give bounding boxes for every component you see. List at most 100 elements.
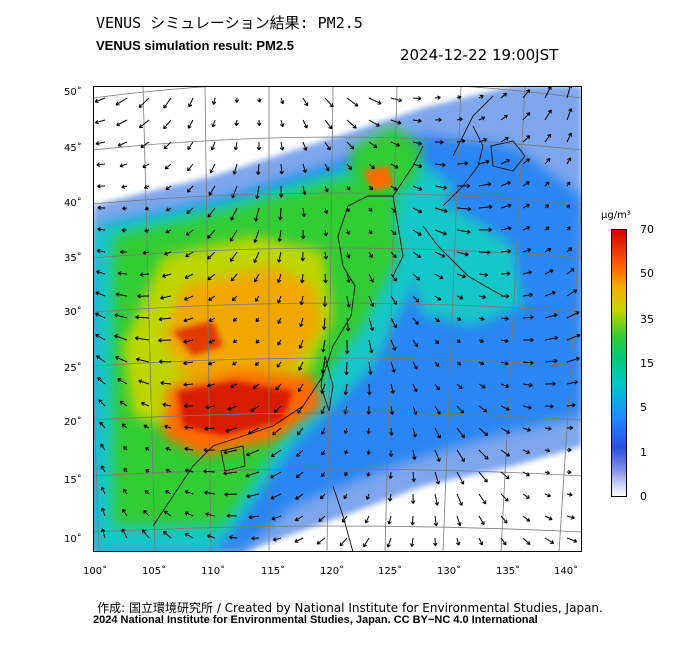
wind-arrow	[165, 490, 172, 495]
wind-arrow	[299, 317, 304, 328]
wind-arrow	[368, 295, 375, 307]
wind-arrow	[368, 273, 374, 283]
wind-arrow	[544, 181, 550, 187]
wind-arrow	[412, 96, 422, 101]
colorbar-tick-1: 1	[640, 446, 647, 459]
wind-arrow	[162, 402, 172, 407]
wind-arrow	[522, 427, 531, 432]
wind-arrow	[163, 141, 172, 150]
wind-arrow	[390, 339, 397, 351]
wind-arrow	[434, 361, 440, 367]
wind-arrow	[121, 528, 128, 539]
wind-arrow	[500, 383, 510, 389]
wind-arrow	[299, 295, 304, 306]
wind-arrow	[345, 229, 350, 235]
wind-arrow	[207, 251, 216, 260]
wind-arrow	[478, 383, 486, 389]
wind-arrow	[121, 184, 128, 189]
wind-arrow	[95, 334, 106, 341]
wind-arrow	[522, 112, 531, 121]
wind-arrow	[203, 469, 216, 474]
wind-arrow	[500, 449, 511, 457]
wind-arrow	[302, 97, 309, 107]
wind-arrow	[389, 405, 395, 415]
wind-arrow	[183, 403, 194, 409]
wind-arrow	[252, 383, 260, 389]
wind-arrow	[302, 185, 307, 196]
wind-arrow	[368, 163, 376, 170]
wind-arrow	[522, 493, 530, 499]
wind-arrow	[456, 405, 464, 414]
lat-label-25: 25˚	[64, 363, 82, 374]
wind-arrow	[209, 163, 216, 174]
wind-arrow	[96, 248, 106, 254]
wind-arrow	[256, 163, 261, 175]
colorbar-tick-35: 35	[640, 313, 654, 326]
wind-arrow	[324, 97, 334, 108]
wind-arrow	[412, 317, 419, 325]
wind-arrow	[478, 471, 488, 483]
wind-arrow	[500, 226, 512, 231]
wind-arrow	[99, 421, 106, 429]
credit-line: 作成: 国立環境研究所 / Created by National Instit…	[97, 601, 603, 615]
wind-arrow	[301, 207, 307, 218]
wind-arrow	[234, 119, 239, 127]
wind-arrow	[500, 471, 510, 480]
wind-arrow	[208, 317, 216, 322]
wind-arrow	[390, 163, 399, 169]
wind-arrow	[566, 469, 572, 475]
wind-arrow	[277, 295, 282, 304]
wind-arrow	[137, 293, 150, 299]
wind-arrow	[346, 251, 351, 259]
wind-arrow	[500, 427, 511, 434]
wind-arrow	[117, 271, 128, 276]
wind-arrow	[478, 361, 485, 366]
wind-arrow	[544, 470, 551, 475]
wind-arrow	[412, 207, 423, 214]
wind-arrow	[276, 273, 282, 283]
wind-arrow	[204, 490, 216, 495]
wind-arrow	[478, 338, 484, 343]
wind-arrow	[500, 515, 508, 524]
wind-arrow	[366, 471, 371, 477]
wind-arrow	[208, 361, 216, 366]
wind-arrow	[234, 97, 240, 103]
wind-arrow	[366, 405, 372, 415]
wind-arrow	[412, 383, 418, 393]
wind-arrow	[316, 537, 326, 545]
wind-arrow	[279, 119, 285, 128]
wind-arrow	[478, 405, 488, 413]
wind-arrow	[207, 229, 216, 239]
wind-arrow	[231, 185, 238, 199]
wind-arrow	[138, 379, 150, 385]
wind-arrow	[390, 207, 397, 213]
wind-arrow	[277, 251, 282, 263]
wind-arrow	[160, 380, 172, 386]
wind-arrow	[230, 273, 238, 282]
wind-arrow	[296, 449, 304, 457]
wind-arrow	[163, 119, 172, 130]
wind-arrow	[434, 295, 442, 301]
wind-arrow	[456, 316, 462, 321]
wind-arrow	[115, 355, 128, 363]
wind-arrow	[478, 138, 488, 143]
wind-arrow	[500, 203, 512, 209]
colorbar-tick-50: 50	[640, 267, 654, 280]
wind-arrow	[522, 158, 531, 165]
lon-label-125: 125˚	[378, 566, 403, 577]
wind-arrow	[184, 489, 194, 495]
wind-arrow	[367, 383, 372, 396]
wind-arrow	[142, 529, 150, 539]
wind-arrow	[321, 339, 326, 353]
wind-arrow	[140, 141, 150, 148]
wind-arrow	[272, 537, 282, 542]
wind-arrow	[97, 377, 106, 385]
wind-arrow	[208, 185, 216, 196]
wind-arrow	[120, 249, 128, 255]
wind-arrow	[390, 273, 397, 282]
wind-arrow	[184, 532, 194, 539]
wind-arrow	[368, 251, 373, 259]
wind-arrow	[119, 163, 128, 168]
wind-arrow	[122, 508, 128, 517]
wind-arrow	[230, 383, 238, 388]
